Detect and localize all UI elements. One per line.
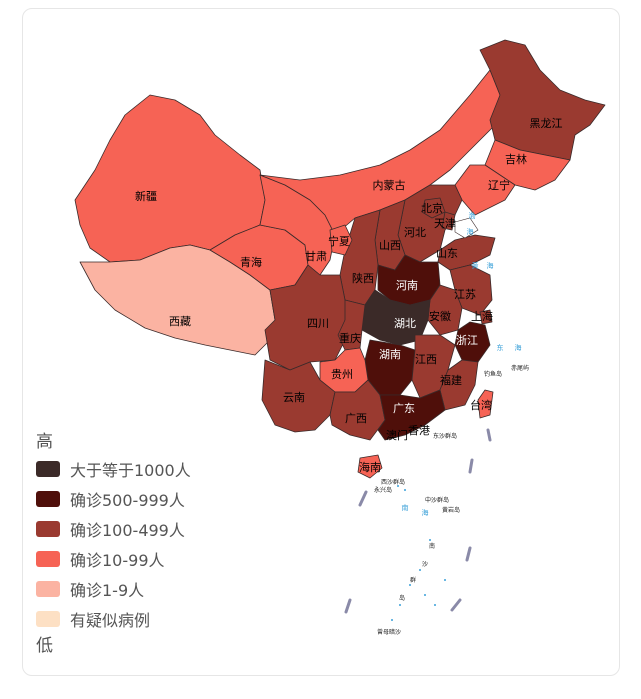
legend-item-label: 确诊1-9人	[70, 581, 145, 600]
legend-swatch	[36, 551, 60, 567]
legend-item-label: 有疑似病例	[70, 611, 151, 630]
legend-items: 大于等于1000人 确诊500-999人 确诊100-499人 确诊10-99人 确诊1…	[36, 454, 236, 634]
province-neimenggu[interactable]	[259, 69, 501, 236]
label-jiangsu: 江苏	[454, 288, 476, 301]
legend-item[interactable]: 确诊500-999人	[36, 484, 236, 514]
island-diaoyu: 钓鱼岛	[484, 370, 502, 378]
province-taiwan[interactable]	[477, 389, 494, 419]
label-guizhou: 贵州	[331, 368, 353, 381]
legend-item[interactable]: 有疑似病例	[36, 604, 236, 634]
label-yunnan: 云南	[283, 391, 305, 404]
label-liaoning: 辽宁	[488, 178, 510, 192]
legend-item[interactable]: 确诊10-99人	[36, 544, 236, 574]
label-hainan: 海南	[359, 460, 381, 474]
legend-item-label: 确诊500-999人	[70, 491, 185, 510]
legend-swatch	[36, 521, 60, 537]
province-hubei[interactable]	[361, 289, 431, 346]
legend-swatch	[36, 461, 60, 477]
province-beijing[interactable]	[421, 197, 446, 219]
label-zhejiang: 浙江	[456, 334, 478, 347]
label-taiwan: 台湾	[470, 398, 492, 412]
label-shandong: 山东	[436, 247, 458, 260]
bohai-water	[454, 217, 479, 239]
province-zhejiang[interactable]	[454, 321, 491, 363]
label-hubei: 湖北	[394, 317, 416, 330]
island-dots	[391, 485, 446, 621]
label-ningxia: 宁夏	[328, 234, 350, 248]
island-yongxing: 永兴岛	[374, 486, 392, 494]
sea-label-huang-hai: 海	[487, 261, 494, 270]
province-guangdong[interactable]	[377, 389, 446, 441]
legend-item-label: 大于等于1000人	[70, 461, 191, 480]
label-shanghai: 上海	[471, 309, 493, 323]
island-zengmu: 曾母暗沙	[377, 628, 401, 636]
label-henan: 河南	[396, 279, 418, 292]
label-sichuan: 四川	[307, 317, 329, 330]
sea-label-bo-hai: 海	[467, 227, 474, 236]
label-tianjin: 天津	[434, 217, 456, 230]
legend-item-label: 确诊10-99人	[70, 551, 165, 570]
label-jiangxi: 江西	[415, 353, 437, 366]
province-tianjin[interactable]	[441, 211, 456, 231]
label-neimenggu: 内蒙古	[373, 178, 406, 192]
sea-label-dong: 东	[497, 343, 504, 352]
province-anhui[interactable]	[427, 284, 463, 336]
province-hainan[interactable]	[357, 454, 383, 479]
island-nansha-4: 岛	[399, 594, 405, 602]
legend: 高 大于等于1000人 确诊500-999人 确诊100-499人 确诊10-99人确…	[36, 430, 236, 658]
province-shandong[interactable]	[437, 234, 496, 271]
label-chongqing: 重庆	[339, 331, 361, 345]
legend-item[interactable]: 确诊1-9人	[36, 574, 236, 604]
label-xianggang: 香港	[408, 424, 430, 437]
legend-swatch	[36, 611, 60, 627]
province-heilongjiang[interactable]	[479, 39, 606, 161]
province-shanghai[interactable]	[479, 309, 493, 325]
label-beijing: 北京	[421, 201, 443, 215]
legend-swatch	[36, 581, 60, 597]
label-shaanxi: 陕西	[352, 271, 374, 285]
label-qinghai: 青海	[240, 255, 262, 269]
sea-label-dong-hai: 海	[515, 343, 522, 352]
province-ningxia[interactable]	[329, 224, 353, 256]
island-dongsha: 东沙群岛	[433, 432, 457, 440]
sea-label-nan: 南	[402, 503, 409, 512]
label-fujian: 福建	[440, 373, 462, 387]
label-shanxi: 山西	[379, 239, 401, 252]
island-nansha-3: 群	[410, 576, 416, 584]
nine-dash-line	[344, 428, 492, 614]
island-nansha-1: 南	[429, 542, 435, 550]
legend-item[interactable]: 确诊100-499人	[36, 514, 236, 544]
legend-swatch	[36, 491, 60, 507]
island-huangyan: 黄岩岛	[442, 506, 460, 514]
island-chiwei: 赤尾屿	[511, 364, 529, 372]
island-nansha-2: 沙	[422, 561, 428, 568]
label-gansu: 甘肃	[305, 250, 327, 263]
legend-item[interactable]: 大于等于1000人	[36, 454, 236, 484]
label-xinjiang: 新疆	[135, 189, 157, 203]
sea-label-bo: 渤	[469, 211, 476, 220]
label-jilin: 吉林	[505, 152, 527, 166]
label-heilongjiang: 黑龙江	[530, 117, 563, 130]
sea-label-huang: 黄	[472, 261, 479, 270]
province-guangxi[interactable]	[329, 379, 386, 441]
label-hunan: 湖南	[379, 348, 401, 361]
island-zhongsha: 中沙群岛	[425, 496, 449, 504]
legend-low-label: 低	[36, 636, 53, 655]
label-guangdong: 广东	[393, 402, 415, 415]
label-hebei: 河北	[404, 226, 426, 239]
label-guangxi: 广西	[345, 412, 367, 425]
legend-item-label: 确诊100-499人	[70, 521, 185, 540]
label-aomen: 澳门	[386, 428, 408, 442]
label-anhui: 安徽	[429, 309, 451, 323]
sea-label-nan-hai: 海	[422, 508, 429, 517]
island-xisha: 西沙群岛	[381, 478, 405, 486]
label-xizang: 西藏	[169, 315, 191, 328]
legend-high-label: 高	[36, 432, 53, 451]
